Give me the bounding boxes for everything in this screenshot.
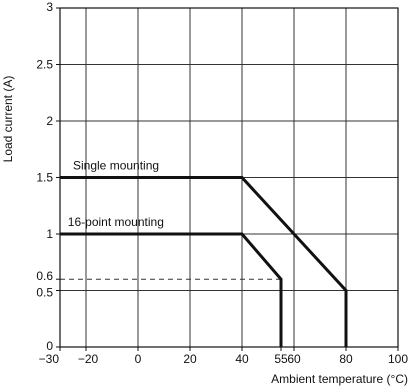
- y-tick-label: 3: [46, 0, 53, 14]
- series-line-16-point-mounting: [60, 232, 283, 347]
- series-labels: Single mounting 16-point mounting: [68, 159, 164, 230]
- x-tick-label: −30: [39, 352, 60, 366]
- y-tick-label: 1.5: [36, 171, 53, 185]
- x-tick-label: −20: [78, 352, 99, 366]
- y-tick-label: 2.5: [36, 58, 53, 72]
- y-tick-label: 2: [46, 114, 53, 128]
- x-tick-label: 100: [388, 352, 408, 366]
- y-axis-title: Load current (A): [1, 76, 15, 163]
- y-tick-label: 0.6: [36, 269, 53, 283]
- x-tick-label: 0: [135, 352, 142, 366]
- x-axis-title: Ambient temperature (°C): [271, 372, 408, 386]
- series-label-16-point-mounting: 16-point mounting: [68, 215, 164, 229]
- x-tick-labels: −30 −20 0 20 40 55 60 80 100: [39, 352, 409, 366]
- x-tick-label: 55: [274, 352, 288, 366]
- y-tick-labels: 0 0.5 0.6 1 1.5 2 2.5 3: [36, 0, 53, 353]
- series-lines: [60, 176, 348, 347]
- y-tick-label: 0.5: [36, 286, 53, 300]
- x-tick-label: 20: [183, 352, 197, 366]
- y-tick-label: 1: [46, 227, 53, 241]
- series-label-single-mounting: Single mounting: [73, 159, 159, 173]
- x-tick-label: 60: [287, 352, 301, 366]
- x-tick-label: 80: [339, 352, 353, 366]
- y-tick-label: 0: [46, 339, 53, 353]
- plot-frame: [56, 7, 399, 351]
- series-line-single-mounting: [60, 176, 348, 347]
- x-tick-label: 40: [235, 352, 249, 366]
